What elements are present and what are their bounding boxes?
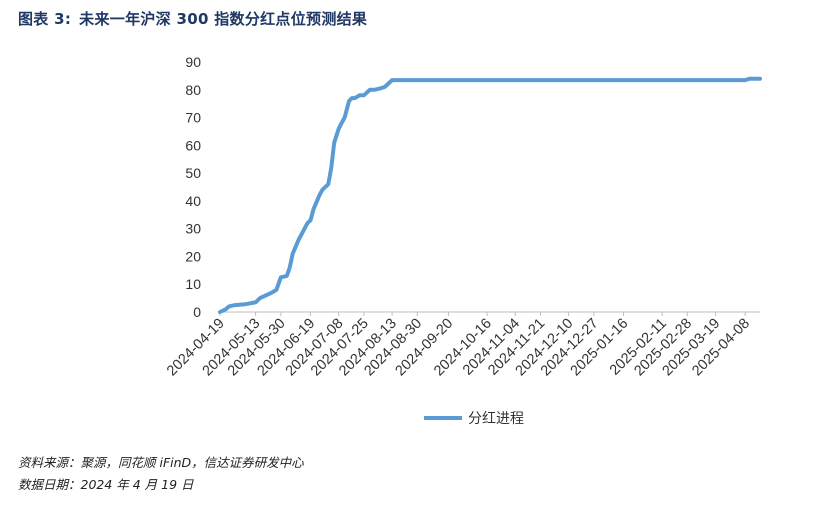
figure-number: 图表 3: xyxy=(18,10,72,28)
y-tick-label: 40 xyxy=(185,193,201,209)
legend: 分红进程 xyxy=(424,411,524,427)
y-tick-label: 70 xyxy=(185,110,201,126)
y-tick-label: 10 xyxy=(185,276,201,292)
data-date-note: 数据日期：2024 年 4 月 19 日 xyxy=(18,477,194,492)
y-tick-label: 30 xyxy=(185,221,201,237)
source-note: 资料来源：聚源，同花顺 iFinD，信达证券研发中心 xyxy=(18,455,304,470)
figure-title: 图表 3: 未来一年沪深 300 指数分红点位预测结果 xyxy=(18,8,367,29)
y-tick-label: 0 xyxy=(193,304,201,320)
y-tick-label: 50 xyxy=(185,165,201,181)
x-axis-tick-labels: 2024-04-192024-05-132024-05-302024-06-19… xyxy=(164,316,753,380)
y-axis-tick-labels: 0 10 20 30 40 50 60 70 80 90 xyxy=(185,54,201,320)
y-tick-label: 60 xyxy=(185,137,201,153)
y-tick-label: 20 xyxy=(185,248,201,264)
x-axis-ticks xyxy=(219,312,746,316)
y-tick-label: 90 xyxy=(185,54,201,70)
figure-title-text: 未来一年沪深 300 指数分红点位预测结果 xyxy=(79,10,368,28)
y-tick-label: 80 xyxy=(185,82,201,98)
series-line-dividend-progress xyxy=(218,76,762,314)
legend-label: 分红进程 xyxy=(468,411,524,427)
